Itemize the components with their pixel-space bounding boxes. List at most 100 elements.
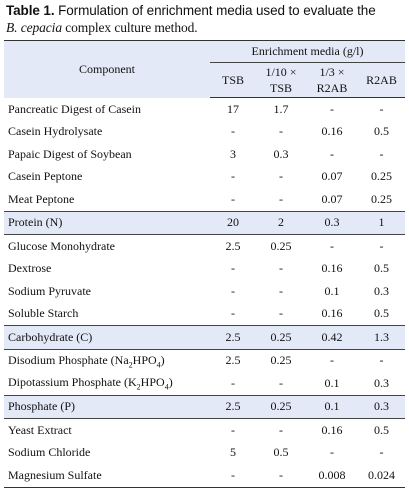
header-enrichment-media: Enrichment media (g/l) [210,40,406,63]
cell-value: 5 [230,445,236,460]
cell-value: 0.25 [256,395,306,419]
cell-value: - [256,464,306,488]
header-tsb: TSB [210,62,256,98]
table-row: Dextrose - - 0.16 0.5 [4,258,405,281]
header-third-r2ab-line2: R2AB [316,81,348,95]
table-row: Meat Peptone - - 0.07 0.25 [4,188,406,212]
row-component-text: ) [168,375,173,390]
cell-value: - [210,188,256,212]
cell-value: 0.42 [306,325,358,350]
header-third-r2ab: 1/3 × R2AB [306,62,358,98]
cell-value: - [279,422,283,437]
row-component: Casein Hydrolysate [8,124,103,139]
header-tsb-line1: TSB [221,73,244,87]
cell-value: 0.25 [270,353,292,368]
header-tenth-tsb-line2: TSB [269,81,292,95]
cell-value: 0.5 [374,261,390,276]
cell-value: - [279,124,283,139]
row-component: Phosphate (P) [4,395,210,419]
cell-value: 0.25 [256,325,306,350]
cell-value: - [330,238,334,253]
cell-value: 0.07 [306,188,358,212]
cell-value: 0.1 [306,395,358,419]
row-component-text: Dipotassium Phosphate (K [8,375,137,390]
cell-value: 0.3 [273,146,289,161]
cell-value: - [256,372,306,396]
row-component: Pancreatic Digest of Casein [8,101,141,116]
cell-value: - [231,283,235,298]
table-row: Glucose Monohydrate 2.5 0.25 - - [4,235,405,258]
cell-value: 0.3 [358,395,406,419]
cell-value: 2 [256,211,306,235]
row-component-text: ) [160,352,165,367]
cell-value: - [231,261,235,276]
cell-value: 0.3 [374,283,390,298]
caption-organism: B. cepacia [6,20,62,35]
table-row: Sodium Pyruvate - - 0.1 0.3 [4,280,405,303]
cell-value: 1.3 [358,325,406,350]
cell-value: 17 [227,101,239,116]
cell-value: 0.3 [358,372,406,396]
row-component: Yeast Extract [8,422,72,437]
table-row-total: Carbohydrate (C) 2.5 0.25 0.42 1.3 [4,325,406,350]
cell-value: - [330,101,334,116]
cell-value: - [231,422,235,437]
cell-value: 0.5 [358,302,406,326]
cell-value: 0.3 [306,211,358,235]
cell-value: - [279,169,283,184]
cell-value: 0.16 [321,422,343,437]
header-tenth-tsb-line1: 1/10 × [265,65,297,79]
cell-value: - [279,261,283,276]
header-r2ab-line1: R2AB [366,73,397,87]
cell-value: 0.5 [273,445,289,460]
row-component: Protein (N) [4,211,210,235]
row-component: Glucose Monohydrate [8,238,115,253]
cell-value: 1.7 [273,101,289,116]
row-component-subscript: 4 [164,382,169,392]
cell-value: 0.1 [306,372,358,396]
table-row: Casein Peptone - - 0.07 0.25 [4,166,405,189]
cell-value: 0.16 [306,302,358,326]
cell-value: - [379,101,384,116]
cell-value: 0.25 [358,188,406,212]
cell-value: 0.5 [374,124,390,139]
cell-value: - [231,124,235,139]
cell-value: - [379,146,384,161]
row-component-text: Disodium Phosphate (Na [8,352,129,367]
cell-value: - [210,464,256,488]
header-tenth-tsb: 1/10 × TSB [256,62,306,98]
cell-value: - [379,238,384,253]
cell-value: 0.1 [324,283,340,298]
cell-value: 0.5 [374,422,390,437]
caption-text-2: complex culture method. [61,20,198,35]
table-row: Casein Hydrolysate - - 0.16 0.5 [4,121,405,144]
row-component: Meat Peptone [4,188,210,212]
table-row: Papaic Digest of Soybean 3 0.3 - - [4,143,405,166]
enrichment-media-table: Component Enrichment media (g/l) TSB 1/1… [4,40,406,488]
header-r2ab: R2AB [358,62,406,98]
row-component-text: HPO [140,375,165,390]
table-row: Sodium Chloride 5 0.5 - - [4,442,405,465]
cell-value: 0.25 [371,169,393,184]
cell-value: 2.5 [225,353,241,368]
cell-value: - [210,372,256,396]
table-row: Yeast Extract - - 0.16 0.5 [4,419,405,442]
cell-value: 2.5 [210,325,256,350]
table-row-total: Protein (N) 20 2 0.3 1 [4,211,406,235]
table-row: Disodium Phosphate (Na2HPO4) 2.5 0.25 - … [4,349,405,372]
table-row-total: Phosphate (P) 2.5 0.25 0.1 0.3 [4,395,406,419]
cell-value: 0.16 [321,261,343,276]
cell-value: - [256,302,306,326]
table-row: Soluble Starch - - 0.16 0.5 [4,302,406,326]
cell-value: - [210,302,256,326]
row-component: Sodium Pyruvate [8,283,91,298]
cell-value: 20 [210,211,256,235]
row-component-subscript: 4 [156,359,161,369]
cell-value: 1 [358,211,406,235]
row-component: Sodium Chloride [8,445,91,460]
row-component-subscript: 2 [136,382,141,392]
row-component-text: HPO [132,352,157,367]
header-third-r2ab-line1: 1/3 × [319,65,345,79]
cell-value: 3 [230,146,236,161]
row-component: Casein Peptone [8,169,83,184]
